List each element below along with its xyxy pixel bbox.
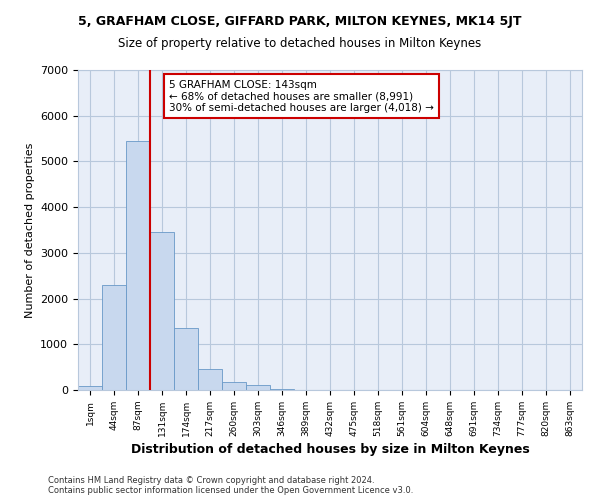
Y-axis label: Number of detached properties: Number of detached properties [25, 142, 35, 318]
Bar [198, 369, 222, 390]
Bar [78, 386, 102, 390]
Bar [174, 328, 198, 390]
Bar [222, 382, 246, 390]
Text: Size of property relative to detached houses in Milton Keynes: Size of property relative to detached ho… [118, 38, 482, 51]
Text: 5 GRAFHAM CLOSE: 143sqm
← 68% of detached houses are smaller (8,991)
30% of semi: 5 GRAFHAM CLOSE: 143sqm ← 68% of detache… [169, 80, 434, 113]
Text: Contains HM Land Registry data © Crown copyright and database right 2024.
Contai: Contains HM Land Registry data © Crown c… [48, 476, 413, 495]
Bar [246, 386, 270, 390]
Bar [270, 388, 294, 390]
Bar [126, 141, 150, 390]
Bar [150, 232, 174, 390]
Text: Distribution of detached houses by size in Milton Keynes: Distribution of detached houses by size … [131, 442, 529, 456]
Bar [102, 285, 126, 390]
Text: 5, GRAFHAM CLOSE, GIFFARD PARK, MILTON KEYNES, MK14 5JT: 5, GRAFHAM CLOSE, GIFFARD PARK, MILTON K… [78, 15, 522, 28]
